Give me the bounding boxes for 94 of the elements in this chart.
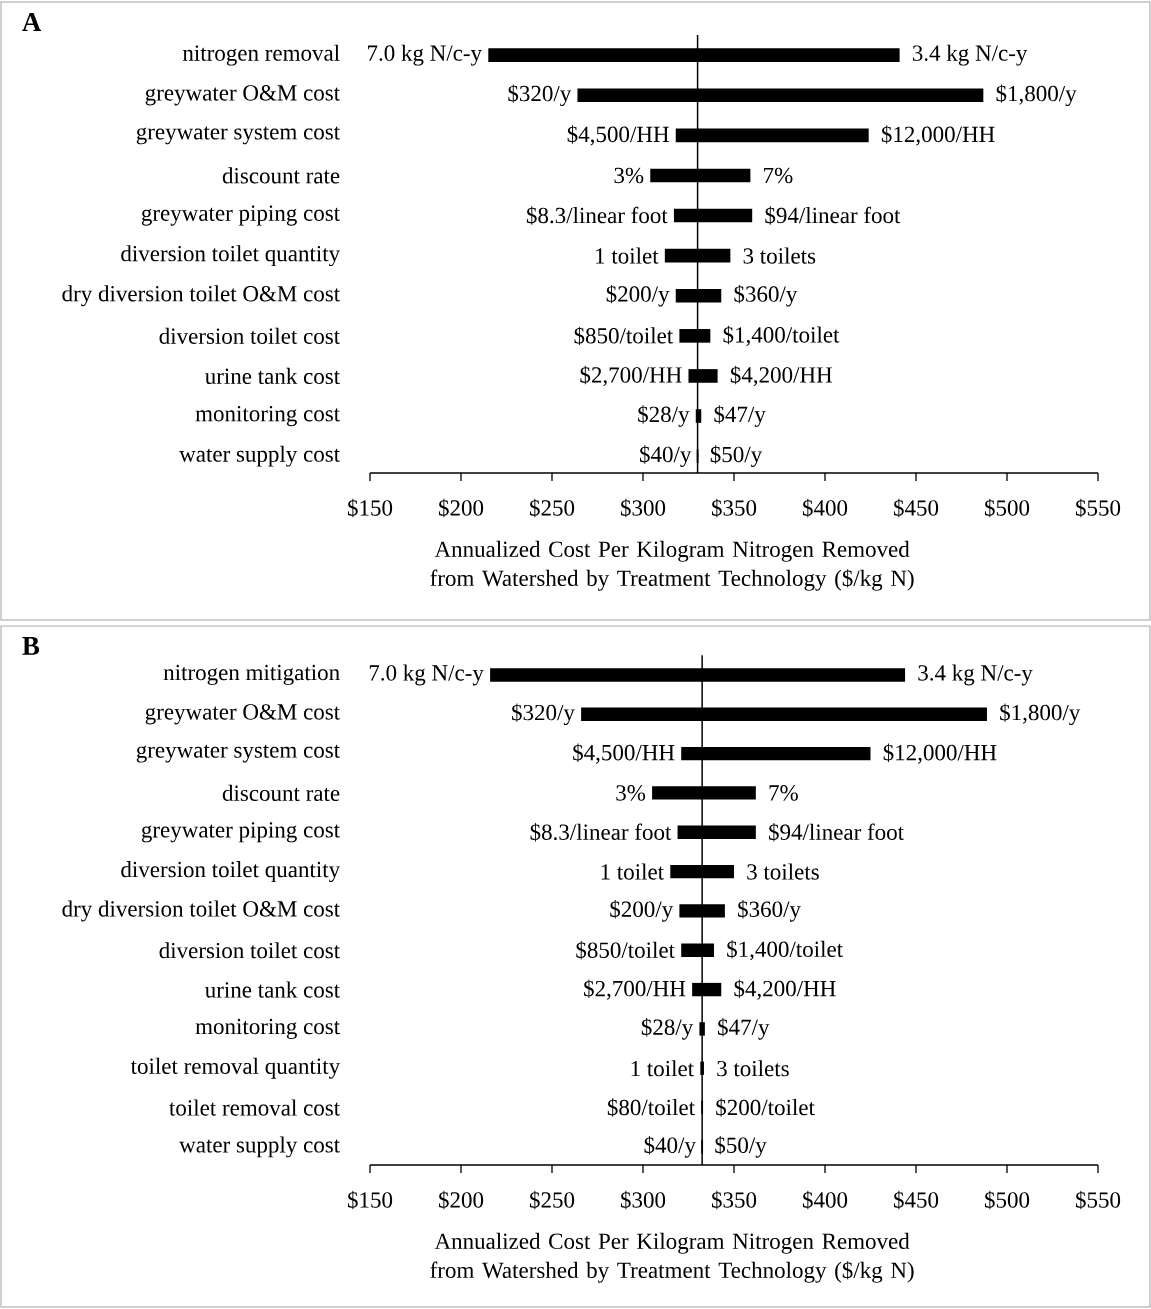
- y-tick-label: diversion toilet cost: [159, 327, 340, 344]
- annotation: $50/y: [715, 1136, 767, 1158]
- annotation: $8.3/linear foot: [526, 206, 668, 225]
- annotation: 3%: [614, 167, 644, 184]
- annotation: $28/y: [638, 405, 690, 427]
- y-tick-label: nitrogen mitigation: [163, 664, 340, 686]
- annotation: $320/y: [512, 703, 575, 726]
- annotation: $8.3/linear foot: [530, 823, 672, 842]
- x-axis-title: Annualized Cost Per Kilogram Nitrogen Removed from Watershed by Treatment Technology ($/kg N): [430, 1232, 914, 1283]
- annotation: $50/y: [710, 445, 763, 467]
- x-tick-label: $550: [1075, 1190, 1121, 1210]
- y-tick-label: diversion toilet quantity: [121, 861, 341, 883]
- annotation: $94/linear foot: [765, 206, 901, 225]
- annotation: $1,800/y: [1000, 703, 1081, 726]
- annotation: $28/y: [641, 1018, 694, 1040]
- x-tick-label: $500: [984, 498, 1030, 518]
- x-tick-label: $550: [1075, 498, 1121, 518]
- text: A: [22, 13, 42, 31]
- x-tick-label: $150: [347, 1190, 393, 1210]
- annotation: $200/y: [610, 900, 674, 922]
- y-tick-label: dry diversion toilet O&M cost: [62, 285, 340, 307]
- annotation: 1 toilet: [596, 247, 659, 264]
- annotation: 1 toilet: [631, 1060, 694, 1077]
- x-tick-label: $250: [529, 498, 575, 518]
- annotation: 7.0 kg N/c-y: [369, 664, 484, 686]
- annotation: 3.4 kg N/c-y: [918, 664, 1033, 686]
- y-tick-label: discount rate: [222, 167, 340, 184]
- annotation: 7.0 kg N/c-y: [368, 44, 482, 66]
- x-tick-label: $400: [802, 498, 848, 518]
- annotation: $4,200/HH: [730, 365, 832, 387]
- annotation: $1,400/toilet: [723, 325, 840, 346]
- annotation: $47/y: [718, 1018, 770, 1040]
- annotation: $200/y: [606, 284, 670, 307]
- annotation: $1,400/toilet: [727, 940, 843, 961]
- x-tick-label: $450: [893, 1190, 939, 1210]
- y-tick-label: discount rate: [222, 784, 340, 802]
- y-tick-label: greywater piping cost: [141, 205, 340, 226]
- annotation: $360/y: [734, 284, 798, 307]
- annotation: $360/y: [738, 900, 801, 922]
- annotation: $850/toilet: [574, 326, 674, 346]
- x-tick-label: $500: [984, 1190, 1030, 1210]
- y-tick-label: greywater system cost: [136, 126, 340, 145]
- y-tick-label: diversion toilet cost: [159, 942, 340, 959]
- annotation: $4,200/HH: [734, 979, 836, 1000]
- y-tick-label: diversion toilet quantity: [121, 245, 341, 267]
- x-tick-label: $350: [711, 1190, 757, 1210]
- annotation: $40/y: [639, 445, 692, 467]
- y-tick-label: urine tank cost: [205, 981, 340, 998]
- y-tick-label: greywater O&M cost: [145, 704, 340, 725]
- x-tick-label: $250: [529, 1190, 575, 1210]
- annotation: $94/linear foot: [769, 823, 904, 842]
- x-tick-label: $400: [802, 1190, 848, 1210]
- x-tick-label: $450: [893, 498, 939, 518]
- y-tick-label: water supply cost: [179, 1136, 340, 1158]
- annotation: 1 toilet: [601, 863, 664, 880]
- x-tick-label: $300: [620, 1190, 666, 1210]
- annotation: 3 toilets: [717, 1060, 789, 1077]
- annotation: 7%: [769, 785, 798, 801]
- y-tick-label: greywater O&M cost: [145, 85, 340, 106]
- annotation: $80/toilet: [607, 1098, 695, 1117]
- x-tick-label: $150: [347, 498, 393, 518]
- x-tick-label: $300: [620, 498, 666, 518]
- annotation: 3 toilets: [747, 863, 819, 880]
- annotation: 3.4 kg N/c-y: [912, 44, 1028, 66]
- y-tick-label: urine tank cost: [205, 367, 340, 385]
- annotation: $1,800/y: [996, 84, 1077, 107]
- y-tick-label: nitrogen removal: [182, 44, 340, 66]
- annotation: $12,000/HH: [883, 743, 997, 764]
- y-tick-label: monitoring cost: [195, 405, 340, 427]
- x-tick-label: $350: [711, 498, 757, 518]
- annotation: $2,700/HH: [584, 979, 686, 1000]
- y-tick-label: toilet removal cost: [169, 1099, 340, 1116]
- y-tick-label: toilet removal quantity: [130, 1057, 341, 1079]
- y-tick-label: monitoring cost: [195, 1018, 340, 1040]
- y-tick-label: water supply cost: [179, 445, 340, 467]
- annotation: 3%: [616, 785, 646, 801]
- annotation: $47/y: [714, 405, 766, 427]
- y-tick-label: dry diversion toilet O&M cost: [62, 900, 340, 922]
- y-tick-label: greywater system cost: [136, 744, 340, 763]
- annotation: 3 toilets: [743, 247, 816, 264]
- annotation: $320/y: [508, 84, 572, 107]
- x-tick-label: $200: [438, 498, 484, 518]
- annotation: 7%: [764, 167, 793, 184]
- annotation: $40/y: [644, 1136, 696, 1158]
- text: B: [22, 637, 40, 655]
- annotation: $4,500/HH: [573, 743, 675, 764]
- annotation: $200/toilet: [716, 1098, 815, 1117]
- annotation: $2,700/HH: [580, 365, 682, 387]
- x-axis-title: Annualized Cost Per Kilogram Nitrogen Removed from Watershed by Treatment Technology ($/kg N): [430, 540, 914, 591]
- annotation: $850/toilet: [576, 941, 675, 960]
- x-tick-label: $200: [438, 1190, 484, 1210]
- annotation: $4,500/HH: [567, 125, 669, 146]
- y-tick-label: greywater piping cost: [141, 822, 340, 843]
- annotation: $12,000/HH: [881, 125, 995, 146]
